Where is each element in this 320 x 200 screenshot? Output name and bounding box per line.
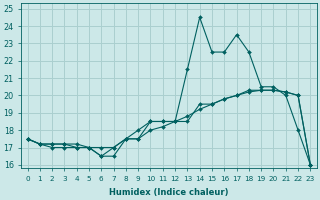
X-axis label: Humidex (Indice chaleur): Humidex (Indice chaleur) bbox=[109, 188, 229, 197]
